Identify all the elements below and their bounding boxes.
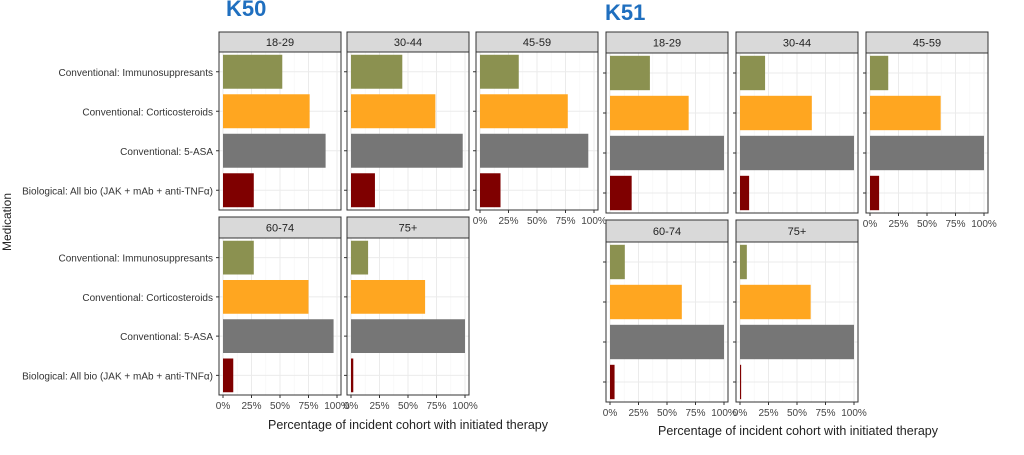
x-tick-label: 25% <box>498 216 518 227</box>
x-tick-label: 75% <box>298 401 318 412</box>
bar-biological <box>351 173 375 208</box>
bar-biological <box>610 175 632 211</box>
x-tick-label: 75% <box>426 401 446 412</box>
bar-five-asa <box>351 133 463 168</box>
x-tick-label: 25% <box>888 219 908 230</box>
facet-label: 60-74 <box>653 226 681 238</box>
bar-five-asa <box>870 135 984 171</box>
y-tick-label: Conventional: Corticosteroids <box>82 107 213 118</box>
bar-biological <box>740 364 742 400</box>
x-tick-label: 25% <box>758 408 778 419</box>
x-tick-label: 75% <box>685 408 705 419</box>
facet-label: 75+ <box>788 226 807 238</box>
x-tick-label: 75% <box>945 219 965 230</box>
y-tick-label: Conventional: Corticosteroids <box>82 293 213 304</box>
bar-corticosteroids <box>870 95 941 131</box>
bar-five-asa <box>480 133 589 168</box>
x-tick-label: 75% <box>815 408 835 419</box>
bar-corticosteroids <box>351 279 426 314</box>
bar-immunosuppressants <box>223 240 254 275</box>
panel-border <box>605 52 729 214</box>
facet-label: 18-29 <box>266 37 294 49</box>
y-tick-label: Conventional: 5-ASA <box>120 332 213 343</box>
chart-title-k51: K51 <box>605 0 646 25</box>
bar-immunosuppressants <box>740 55 766 91</box>
facet-label: 30-44 <box>783 38 811 50</box>
bar-five-asa <box>610 324 724 360</box>
y-tick-label: Biological: All bio (JAK + mAb + anti-TN… <box>22 186 213 197</box>
panel-border <box>218 51 342 211</box>
x-tick-label: 100% <box>452 401 478 412</box>
bar-biological <box>480 173 501 208</box>
bar-five-asa <box>223 133 326 168</box>
x-tick-label: 25% <box>369 401 389 412</box>
bar-biological <box>870 175 880 211</box>
bar-biological <box>351 358 354 393</box>
panel-border <box>346 51 470 211</box>
x-tick-label: 100% <box>581 216 607 227</box>
facet-label: 30-44 <box>394 37 422 49</box>
x-tick-label: 50% <box>657 408 677 419</box>
x-tick-label: 0% <box>216 401 231 412</box>
x-tick-label: 50% <box>917 219 937 230</box>
bar-biological <box>740 175 750 211</box>
bar-immunosuppressants <box>610 55 650 91</box>
x-tick-label: 25% <box>628 408 648 419</box>
bar-five-asa <box>351 319 465 354</box>
bar-immunosuppressants <box>610 244 625 280</box>
x-tick-label: 100% <box>324 401 350 412</box>
bar-corticosteroids <box>351 94 436 129</box>
x-tick-label: 0% <box>473 216 488 227</box>
x-tick-label: 0% <box>863 219 878 230</box>
x-tick-label: 50% <box>527 216 547 227</box>
y-axis-title: Medication <box>0 193 14 251</box>
bar-immunosuppressants <box>351 240 369 275</box>
x-tick-label: 50% <box>787 408 807 419</box>
chart-title-k50: K50 <box>226 0 267 21</box>
bar-biological <box>610 364 615 400</box>
x-axis-title-k50: Percentage of incident cohort with initi… <box>268 418 549 432</box>
x-tick-label: 100% <box>971 219 997 230</box>
bar-five-asa <box>610 135 724 171</box>
x-tick-label: 0% <box>344 401 359 412</box>
bar-five-asa <box>223 319 334 354</box>
x-tick-label: 50% <box>398 401 418 412</box>
bar-biological <box>223 173 254 208</box>
bar-biological <box>223 358 234 393</box>
x-tick-label: 75% <box>555 216 575 227</box>
panel-border <box>735 52 859 214</box>
bar-five-asa <box>740 324 854 360</box>
bar-immunosuppressants <box>480 54 519 89</box>
bar-corticosteroids <box>223 279 309 314</box>
bar-corticosteroids <box>223 94 310 129</box>
facet-label: 75+ <box>399 223 418 235</box>
y-tick-label: Conventional: Immunosuppresants <box>58 68 213 79</box>
facet-label: 60-74 <box>266 223 294 235</box>
bar-immunosuppressants <box>740 244 747 280</box>
bar-corticosteroids <box>610 95 689 131</box>
x-tick-label: 0% <box>733 408 748 419</box>
facet-label: 45-59 <box>913 38 941 50</box>
bar-immunosuppressants <box>351 54 403 89</box>
x-tick-label: 100% <box>711 408 737 419</box>
y-tick-label: Conventional: Immunosuppresants <box>58 254 213 265</box>
x-tick-label: 25% <box>241 401 261 412</box>
x-axis-title-k51: Percentage of incident cohort with initi… <box>658 424 939 438</box>
bar-corticosteroids <box>740 95 812 131</box>
bar-corticosteroids <box>740 284 811 320</box>
bar-corticosteroids <box>610 284 682 320</box>
x-tick-label: 50% <box>270 401 290 412</box>
bar-immunosuppressants <box>870 55 889 91</box>
x-tick-label: 0% <box>603 408 618 419</box>
bar-immunosuppressants <box>223 54 283 89</box>
y-tick-label: Biological: All bio (JAK + mAb + anti-TN… <box>22 371 213 382</box>
y-tick-label: Conventional: 5-ASA <box>120 147 213 158</box>
bar-five-asa <box>740 135 854 171</box>
facet-label: 45-59 <box>523 37 551 49</box>
x-tick-label: 100% <box>841 408 867 419</box>
facet-label: 18-29 <box>653 38 681 50</box>
bar-corticosteroids <box>480 94 568 129</box>
